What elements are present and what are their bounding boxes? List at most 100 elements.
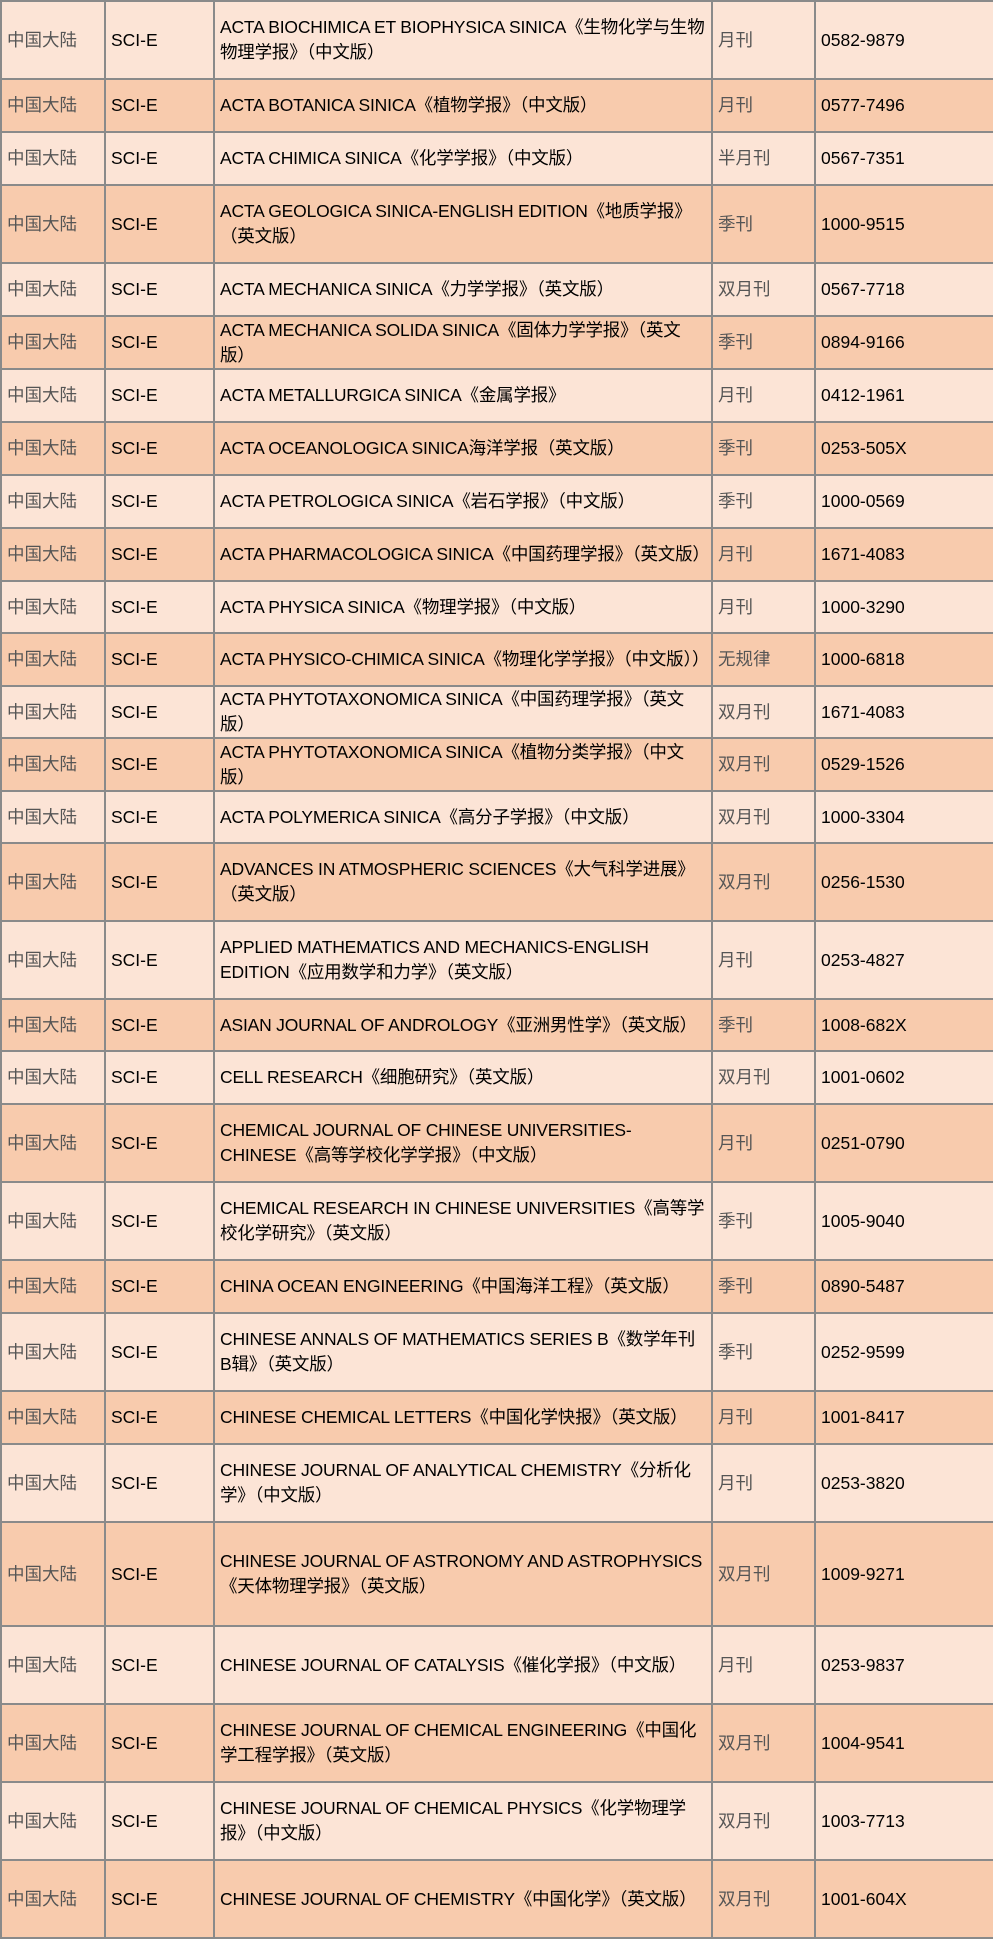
index-cell: SCI-E (104, 998, 215, 1052)
index-cell: SCI-E (104, 685, 215, 739)
region-cell: 中国大陆 (0, 1390, 106, 1445)
table-row: 中国大陆 SCI-E ACTA BOTANICA SINICA《植物学报》（中文版）… (0, 78, 993, 133)
issn-cell: 0256-1530 (814, 842, 993, 922)
frequency-cell: 无规律 (711, 632, 816, 687)
index-cell: SCI-E (104, 131, 215, 186)
index-cell: SCI-E (104, 1781, 215, 1861)
table-row: 中国大陆 SCI-E ACTA PHARMACOLOGICA SINICA《中国药理… (0, 527, 993, 582)
title-cell: ACTA PHARMACOLOGICA SINICA《中国药理学报》（英文版） (213, 527, 713, 582)
frequency-cell: 双月刊 (711, 842, 816, 922)
issn-cell: 1001-8417 (814, 1390, 993, 1445)
table-row: 中国大陆 SCI-E CHINESE JOURNAL OF CHEMICAL ENG… (0, 1703, 993, 1783)
frequency-cell: 季刊 (711, 1181, 816, 1261)
title-cell: CHINESE CHEMICAL LETTERS《中国化学快报》（英文版） (213, 1390, 713, 1445)
issn-cell: 0252-9599 (814, 1312, 993, 1392)
table-row: 中国大陆 SCI-E CHINA OCEAN ENGINEERING《中国海洋工程》… (0, 1259, 993, 1314)
region-cell: 中国大陆 (0, 1781, 106, 1861)
issn-cell: 0894-9166 (814, 315, 993, 370)
title-cell: ACTA BIOCHIMICA ET BIOPHYSICA SINICA《生物化… (213, 0, 713, 80)
region-cell: 中国大陆 (0, 998, 106, 1052)
issn-cell: 1000-9515 (814, 184, 993, 264)
frequency-cell: 季刊 (711, 474, 816, 529)
index-cell: SCI-E (104, 790, 215, 844)
frequency-cell: 月刊 (711, 78, 816, 133)
index-cell: SCI-E (104, 315, 215, 370)
table-row: 中国大陆 SCI-E ADVANCES IN ATMOSPHERIC SCIENCE… (0, 842, 993, 922)
title-cell: ACTA BOTANICA SINICA《植物学报》（中文版） (213, 78, 713, 133)
region-cell: 中国大陆 (0, 1181, 106, 1261)
frequency-cell: 双月刊 (711, 1050, 816, 1105)
frequency-cell: 季刊 (711, 184, 816, 264)
title-cell: ACTA CHIMICA SINICA《化学学报》（中文版） (213, 131, 713, 186)
table-row: 中国大陆 SCI-E ACTA GEOLOGICA SINICA-ENGLISH E… (0, 184, 993, 264)
title-cell: CHINA OCEAN ENGINEERING《中国海洋工程》（英文版） (213, 1259, 713, 1314)
index-cell: SCI-E (104, 527, 215, 582)
title-cell: CHINESE ANNALS OF MATHEMATICS SERIES B《数… (213, 1312, 713, 1392)
title-cell: ACTA OCEANOLOGICA SINICA海洋学报（英文版） (213, 421, 713, 476)
title-cell: ACTA PHYTOTAXONOMICA SINICA《中国药理学报》（英文版） (213, 685, 713, 739)
issn-cell: 0251-0790 (814, 1103, 993, 1183)
index-cell: SCI-E (104, 632, 215, 687)
issn-cell: 0253-4827 (814, 920, 993, 1000)
title-cell: ACTA MECHANICA SINICA《力学学报》（英文版） (213, 262, 713, 317)
issn-cell: 1009-9271 (814, 1521, 993, 1627)
frequency-cell: 双月刊 (711, 1859, 816, 1939)
issn-cell: 1000-3304 (814, 790, 993, 844)
table-row: 中国大陆 SCI-E CHINESE JOURNAL OF CHEMISTRY《中国… (0, 1859, 993, 1939)
issn-cell: 1004-9541 (814, 1703, 993, 1783)
table-row: 中国大陆 SCI-E CHINESE ANNALS OF MATHEMATICS S… (0, 1312, 993, 1392)
frequency-cell: 月刊 (711, 0, 816, 80)
index-cell: SCI-E (104, 580, 215, 634)
title-cell: CHINESE JOURNAL OF CHEMICAL PHYSICS《化学物理… (213, 1781, 713, 1861)
frequency-cell: 双月刊 (711, 262, 816, 317)
issn-cell: 1005-9040 (814, 1181, 993, 1261)
index-cell: SCI-E (104, 1390, 215, 1445)
title-cell: ACTA POLYMERICA SINICA《高分子学报》（中文版） (213, 790, 713, 844)
region-cell: 中国大陆 (0, 0, 106, 80)
table-row: 中国大陆 SCI-E CHINESE JOURNAL OF ASTRONOMY AN… (0, 1521, 993, 1627)
frequency-cell: 季刊 (711, 1259, 816, 1314)
table-row: 中国大陆 SCI-E ASIAN JOURNAL OF ANDROLOGY《亚洲男性… (0, 998, 993, 1052)
title-cell: CELL RESEARCH《细胞研究》（英文版） (213, 1050, 713, 1105)
issn-cell: 0890-5487 (814, 1259, 993, 1314)
table-row: 中国大陆 SCI-E CHEMICAL RESEARCH IN CHINESE UN… (0, 1181, 993, 1261)
title-cell: ACTA PHYSICO-CHIMICA SINICA《物理化学学报》（中文版）… (213, 632, 713, 687)
region-cell: 中国大陆 (0, 1259, 106, 1314)
frequency-cell: 季刊 (711, 1312, 816, 1392)
region-cell: 中国大陆 (0, 131, 106, 186)
region-cell: 中国大陆 (0, 527, 106, 582)
region-cell: 中国大陆 (0, 1859, 106, 1939)
frequency-cell: 月刊 (711, 1103, 816, 1183)
table-row: 中国大陆 SCI-E ACTA POLYMERICA SINICA《高分子学报》（中… (0, 790, 993, 844)
issn-cell: 0567-7718 (814, 262, 993, 317)
title-cell: CHINESE JOURNAL OF CHEMISTRY《中国化学》（英文版） (213, 1859, 713, 1939)
region-cell: 中国大陆 (0, 1521, 106, 1627)
issn-cell: 1001-0602 (814, 1050, 993, 1105)
region-cell: 中国大陆 (0, 790, 106, 844)
issn-cell: 0253-9837 (814, 1625, 993, 1705)
frequency-cell: 双月刊 (711, 685, 816, 739)
index-cell: SCI-E (104, 474, 215, 529)
title-cell: CHINESE JOURNAL OF CHEMICAL ENGINEERING《… (213, 1703, 713, 1783)
title-cell: CHEMICAL RESEARCH IN CHINESE UNIVERSITIE… (213, 1181, 713, 1261)
frequency-cell: 月刊 (711, 580, 816, 634)
index-cell: SCI-E (104, 1703, 215, 1783)
table-row: 中国大陆 SCI-E ACTA MECHANICA SOLIDA SINICA《固体… (0, 315, 993, 370)
index-cell: SCI-E (104, 1259, 215, 1314)
index-cell: SCI-E (104, 1050, 215, 1105)
frequency-cell: 双月刊 (711, 737, 816, 792)
issn-cell: 1671-4083 (814, 527, 993, 582)
index-cell: SCI-E (104, 421, 215, 476)
region-cell: 中国大陆 (0, 184, 106, 264)
table-row: 中国大陆 SCI-E APPLIED MATHEMATICS AND MECHANI… (0, 920, 993, 1000)
index-cell: SCI-E (104, 184, 215, 264)
index-cell: SCI-E (104, 1443, 215, 1523)
table-row: 中国大陆 SCI-E ACTA PHYSICO-CHIMICA SINICA《物理化… (0, 632, 993, 687)
issn-cell: 1003-7713 (814, 1781, 993, 1861)
title-cell: ACTA GEOLOGICA SINICA-ENGLISH EDITION《地质… (213, 184, 713, 264)
frequency-cell: 双月刊 (711, 1703, 816, 1783)
table-row: 中国大陆 SCI-E CHINESE JOURNAL OF CATALYSIS《催化… (0, 1625, 993, 1705)
table-row: 中国大陆 SCI-E ACTA METALLURGICA SINICA《金属学报》月… (0, 368, 993, 423)
table-row: 中国大陆 SCI-E ACTA MECHANICA SINICA《力学学报》（英文版… (0, 262, 993, 317)
